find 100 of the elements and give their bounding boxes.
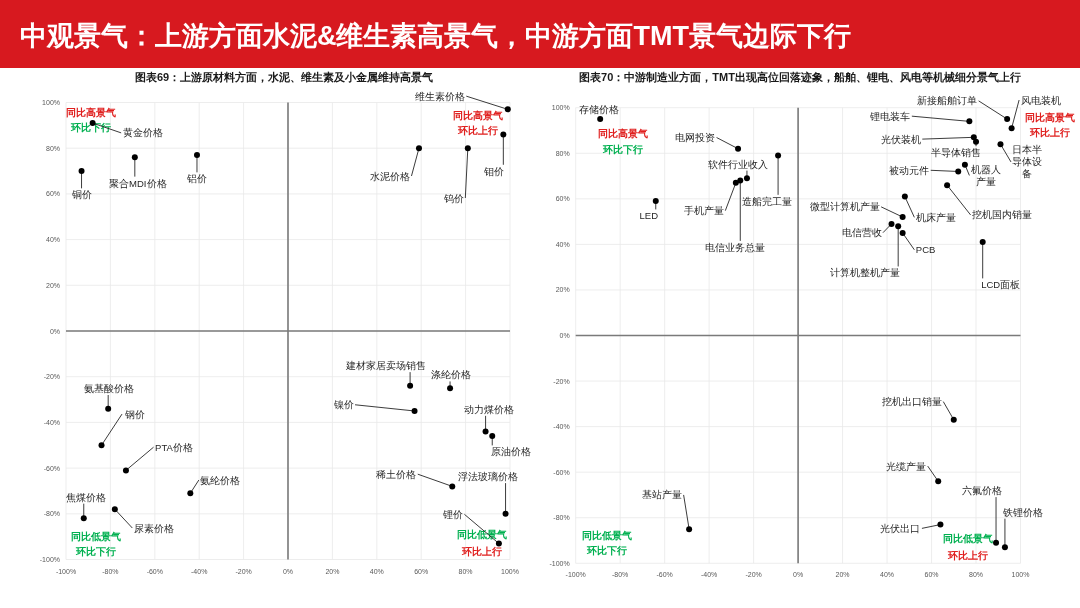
annotation: 新接船舶订单 [917,95,978,107]
point [78,168,85,175]
point [105,405,112,412]
annotation: 半导体销售 [931,147,982,159]
annotation: 氨基酸价格 [84,382,135,394]
annotation: 同比高景气 [453,109,503,121]
point [449,483,456,490]
annotation: 同比低景气 [71,530,121,542]
annotation: 电网投资 [675,132,716,143]
annotation: 动力煤价格 [463,403,514,415]
chart-title: 图表70：中游制造业方面，TMT出现高位回落迹象，船舶、锂电、风电等机械细分景气上行 [579,71,1021,83]
annotation: 同比低景气 [943,532,993,544]
annotation: 风电装机 [1020,94,1061,106]
annotation: 计算机整机产量 [830,267,901,279]
annotation: 氨纶价格 [200,474,241,486]
annotation: 微型计算机产量 [809,201,880,213]
point [1008,125,1015,132]
annotation: 光缆产量 [886,460,927,472]
annotation: 稀土价格 [376,468,417,480]
annotation: 同比低景气 [457,528,507,540]
annotation: 尿素价格 [133,522,174,534]
annotation: 焦煤价格 [65,491,106,503]
annotation: 维生素价格 [414,90,465,102]
point [888,220,895,227]
annotation: 基站产量 [642,489,683,501]
chart-title: 图表69：上游原材料方面，水泥、维生素及小金属维持高景气 [134,71,434,83]
point [935,478,942,485]
point [937,521,944,528]
point [961,161,968,168]
annotation: 水泥价格 [369,170,410,182]
annotation: 涤纶价格 [431,369,472,381]
annotation: 光伏出口 [880,522,921,534]
annotation: LED [639,210,659,222]
point [407,382,414,389]
point [1004,116,1011,123]
point [415,145,422,152]
annotation: 存储价格 [579,104,620,116]
annotation: 铜价 [70,189,92,201]
annotation: 六氟价格 [962,485,1003,497]
text: 中观景气：上游方面水泥&维生素高景气，中游方面TMT景气边际下行 [20,21,851,51]
annotation: 同比高景气 [598,127,648,139]
point [686,526,693,533]
annotation: 聚合MDI价格 [109,177,167,189]
point [131,154,138,161]
point [98,442,105,449]
annotation: 铁锂价格 [1001,506,1043,518]
point [1001,544,1008,551]
annotation: 软件行业收入 [707,158,768,170]
annotation: 电信业务总量 [705,241,766,253]
annotation: 同比低景气 [582,529,632,541]
point [901,193,908,200]
annotation: 机床产量 [915,211,956,223]
annotation: 环比上行 [461,545,502,557]
point [122,467,129,474]
point [970,134,977,141]
point [502,510,509,517]
point [966,118,973,125]
point [997,141,1004,148]
annotation: 同比高景气 [66,106,116,118]
point [950,416,957,423]
annotation: 环比下行 [75,545,116,557]
point [775,152,782,159]
annotation: 挖机国内销量 [972,209,1033,221]
annotation: 锂电装车 [869,110,911,122]
annotation: 环比上行 [457,124,498,136]
point [652,198,659,205]
point [993,539,1000,546]
annotation: 镍价 [332,399,354,411]
point [80,515,87,522]
point [111,506,118,513]
point [187,490,194,497]
point [597,116,604,123]
point [979,239,986,246]
text: 同比高景气 [1025,111,1075,123]
annotation: 手机产量 [683,205,724,217]
annotation: 铝价 [185,173,207,185]
point [895,223,902,230]
annotation: 环比上行 [947,549,988,561]
text: 环比上行 [1029,126,1070,138]
point [447,385,454,392]
point [955,168,962,175]
annotation: 钢价 [123,408,145,420]
annotation: 机器人产量 [970,163,1001,187]
point [193,152,200,159]
annotation: 电信营收 [841,227,882,239]
annotation: PCB [915,244,936,256]
point [743,175,750,182]
annotation: 浮法玻璃价格 [457,471,518,483]
annotation: 黄金价格 [122,127,163,139]
point [735,145,742,152]
point [495,540,502,547]
point [504,106,511,113]
annotation: 原油价格 [491,446,532,458]
annotation: 日本半导体设备 [1012,144,1043,180]
point [899,214,906,221]
annotation: 建材家居卖场销售 [345,360,427,372]
annotation: 环比下行 [586,544,627,556]
point [500,131,507,138]
annotation: 钼价 [483,165,505,177]
annotation: 环比下行 [602,143,643,155]
